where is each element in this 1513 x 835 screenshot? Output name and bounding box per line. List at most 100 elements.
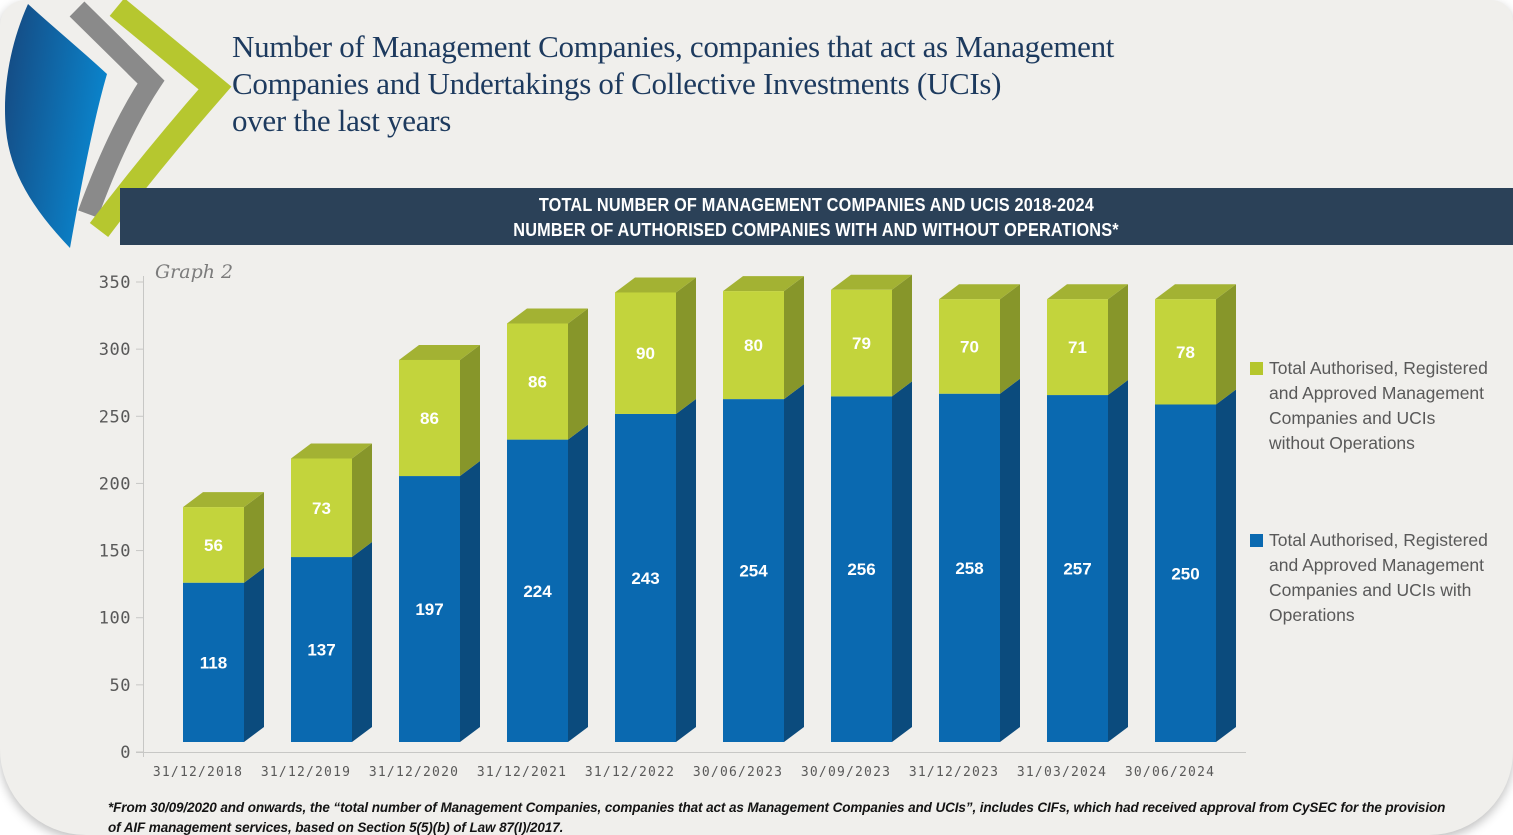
page-title-line: over the last years [232,103,451,138]
bar-side-without-operations [1000,284,1020,394]
y-axis-label: 0 [120,743,131,763]
graph-number-label: Graph 2 [155,261,234,283]
bar-segment-with-operations [291,557,352,742]
bar-segment-with-operations [723,399,784,742]
bar-side-with-operations [568,424,588,742]
y-axis-label: 150 [99,542,131,562]
data-label-with-operations: 224 [523,582,552,601]
bar-top-without-operations [723,276,804,292]
data-label-with-operations: 137 [307,641,335,660]
legend-swatch-blue [1250,534,1263,547]
footnote-line: of AIF management services, based on Sec… [108,820,564,835]
bar-segment-without-operations [1155,299,1216,405]
footnote-line: *From 30/09/2020 and onwards, the “total… [108,800,1446,815]
bar-segment-with-operations [831,396,892,742]
x-axis-label: 31/12/2018 [153,765,243,780]
bar-side-with-operations [1108,380,1128,742]
page-title: Number of Management Companies, companie… [232,28,1282,139]
bar-top-without-operations [831,274,912,290]
bar-segment-without-operations [183,507,244,583]
bar-top-without-operations [1155,284,1236,300]
footnote: *From 30/09/2020 and onwards, the “total… [108,798,1508,835]
bar-segment-without-operations [1047,299,1108,396]
bar-side-with-operations [892,381,912,742]
bar-side-without-operations [892,274,912,397]
y-axis-label: 100 [99,609,131,629]
bar-top-without-operations [1047,284,1128,300]
legend-label: Total Authorised, Registered and Approve… [1269,358,1488,453]
bar-segment-without-operations [831,289,892,397]
x-axis-label: 30/06/2024 [1125,765,1215,780]
legend-label: Total Authorised, Registered and Approve… [1269,530,1488,625]
data-label-with-operations: 250 [1171,564,1199,583]
data-label-without-operations: 70 [960,337,979,356]
bar-segment-without-operations [507,323,568,440]
bar-segment-with-operations [1047,395,1108,742]
data-label-with-operations: 118 [200,653,227,672]
bar-side-without-operations [568,308,588,440]
bar-segment-with-operations [1155,404,1216,742]
bar-side-without-operations [1108,284,1128,396]
data-label-without-operations: 86 [528,373,547,392]
banner-line-1: TOTAL NUMBER OF MANAGEMENT COMPANIES AND… [538,194,1095,215]
bar-side-without-operations [784,276,804,400]
x-axis-label: 30/06/2023 [693,765,783,780]
y-axis-label: 250 [99,407,131,427]
bar-side-with-operations [1216,389,1236,742]
bar-side-without-operations [460,344,480,477]
bar-top-without-operations [183,492,264,508]
y-axis-label: 50 [110,676,131,696]
bar-segment-without-operations [399,359,460,477]
banner-line-2: NUMBER OF AUTHORISED COMPANIES WITH AND … [513,219,1120,240]
data-label-with-operations: 197 [415,600,443,619]
bar-segment-with-operations [399,476,460,742]
bar-side-with-operations [244,567,264,742]
y-axis-label: 350 [99,273,131,293]
bar-side-without-operations [352,443,372,558]
page-title-line: Number of Management Companies, companie… [232,29,1115,64]
x-axis-label: 31/03/2024 [1017,765,1107,780]
data-label-with-operations: 257 [1063,560,1091,579]
logo-blue-leaf [4,4,108,248]
x-axis-label: 31/12/2019 [261,765,351,780]
data-label-without-operations: 80 [744,336,763,355]
logo-green-chevron [89,0,232,237]
bar-top-without-operations [939,284,1020,300]
bar-side-with-operations [676,398,696,742]
logo-gray-chevron [69,1,165,218]
cysec-logo [4,0,232,248]
bar-side-without-operations [1216,284,1236,405]
data-label-without-operations: 90 [636,344,655,363]
bar-side-with-operations [352,542,372,742]
x-axis-label: 30/09/2023 [801,765,891,780]
data-label-without-operations: 73 [312,499,331,518]
bar-side-without-operations [676,277,696,414]
bar-segment-without-operations [291,458,352,558]
bar-top-without-operations [507,308,588,324]
bar-side-with-operations [1000,378,1020,742]
y-axis-label: 200 [99,474,131,494]
bar-segment-with-operations [939,393,1000,742]
bar-segment-without-operations [615,292,676,414]
bar-side-with-operations [460,461,480,742]
legend-item-without-operations: Total Authorised, Registered and Approve… [1250,356,1512,456]
legend-item-with-operations: Total Authorised, Registered and Approve… [1250,528,1512,628]
bar-side-without-operations [244,492,264,583]
data-label-with-operations: 258 [955,559,983,578]
bar-segment-with-operations [615,413,676,742]
bar-segment-without-operations [723,291,784,400]
bar-top-without-operations [399,344,480,360]
legend-swatch-green [1250,362,1263,375]
data-label-without-operations: 71 [1068,338,1087,357]
data-label-with-operations: 256 [847,560,875,579]
data-label-without-operations: 79 [852,334,871,353]
x-axis-label: 31/12/2020 [369,765,459,780]
x-axis-label: 31/12/2021 [477,765,567,780]
page-title-line: Companies and Undertakings of Collective… [232,66,1002,101]
data-label-with-operations: 243 [631,569,659,588]
bar-segment-without-operations [939,299,1000,394]
data-label-with-operations: 254 [739,562,768,581]
x-axis-label: 31/12/2022 [585,765,675,780]
